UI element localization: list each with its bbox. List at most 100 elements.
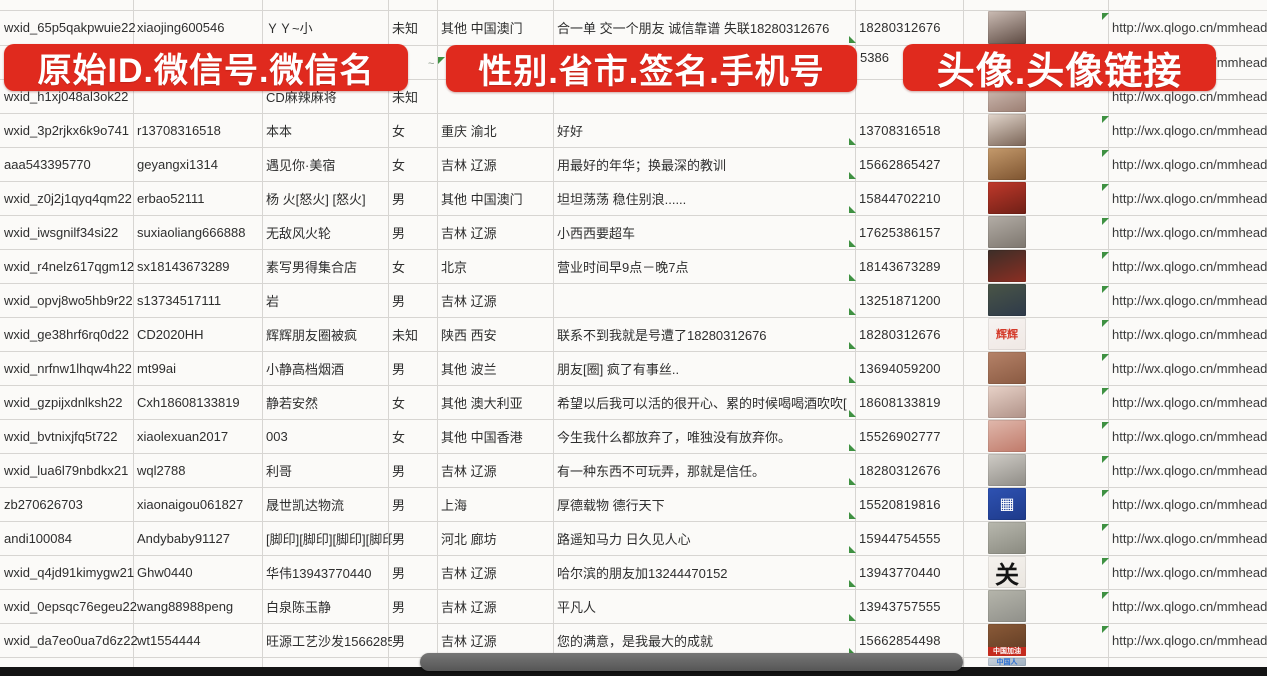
cell-avatar-link[interactable]: http://wx.qlogo.cn/mmhead (1112, 88, 1267, 104)
cell-avatar-link[interactable]: http://wx.qlogo.cn/mmhead (1112, 20, 1267, 35)
cell-region[interactable]: 吉林 辽源 (441, 633, 497, 649)
cell-signature[interactable]: 今生我什么都放弃了，唯独没有放弃你。 (557, 429, 792, 445)
horizontal-scrollbar-thumb[interactable] (420, 653, 963, 671)
cell-region[interactable]: 北京 (441, 259, 468, 275)
cell-nickname[interactable]: CD麻辣麻将 (266, 89, 337, 105)
cell-phone[interactable]: 13943770440 (859, 564, 941, 580)
avatar[interactable] (988, 352, 1026, 384)
avatar[interactable]: 关 (988, 556, 1026, 588)
cell-account[interactable]: Andybaby91127 (137, 530, 231, 546)
cell-account[interactable]: xiaojing600546 (137, 20, 225, 35)
cell-wxid[interactable]: andi100084 (4, 530, 72, 546)
cell-nickname[interactable]: 遇见你·美宿 (266, 157, 336, 173)
avatar[interactable] (988, 114, 1026, 146)
avatar[interactable] (988, 420, 1026, 452)
cell-signature[interactable]: 合一单 交一个朋友 诚信靠谱 失联18280312676 (557, 21, 830, 36)
cell-account[interactable]: s13734517111 (137, 292, 222, 308)
cell-signature[interactable]: 联系不到我就是号遭了18280312676 (557, 327, 767, 343)
cell-phone[interactable]: 15526902777 (859, 428, 941, 444)
cell-nickname[interactable]: 杨 火[怒火] [怒火] (266, 191, 366, 207)
avatar[interactable] (988, 284, 1026, 316)
cell-wxid[interactable]: wxid_q4jd91kimygw21 (4, 564, 135, 580)
avatar[interactable] (988, 590, 1026, 622)
cell-account[interactable]: mt99ai (137, 360, 177, 376)
cell-avatar-link[interactable]: http://wx.qlogo.cn/mmhead (1112, 156, 1267, 172)
avatar[interactable] (988, 250, 1026, 282)
cell-phone[interactable]: 15662865427 (859, 156, 941, 172)
cell-phone[interactable]: 15520819816 (859, 496, 941, 512)
cell-signature[interactable]: 您的满意，是我最大的成就 (557, 633, 714, 649)
cell-region[interactable]: 吉林 辽源 (441, 565, 497, 581)
cell-avatar-link[interactable]: http://wx.qlogo.cn/mmhead (1112, 122, 1267, 138)
cell-wxid[interactable]: wxid_3p2rjkx6k9o741 (4, 122, 130, 138)
cell-avatar-link[interactable]: http://wx.qlogo.cn/mmhead (1112, 394, 1267, 410)
cell-gender[interactable]: 未知 (392, 89, 419, 105)
cell-signature[interactable]: 营业时间早9点－晚7点 (557, 259, 689, 275)
cell-phone[interactable]: 18608133819 (859, 394, 941, 410)
cell-avatar-link[interactable]: http://wx.qlogo.cn/mmhead (1112, 598, 1267, 614)
avatar[interactable] (988, 216, 1026, 248)
cell-gender[interactable]: 男 (392, 225, 406, 241)
cell-nickname[interactable]: 晟世凯达物流 (266, 497, 345, 513)
cell-nickname[interactable]: 无敌风火轮 (266, 225, 332, 241)
cell-wxid[interactable]: aaa543395770 (4, 156, 91, 172)
cell-gender[interactable]: 男 (392, 531, 406, 547)
cell-account[interactable]: Ghw0440 (137, 564, 193, 580)
cell-gender[interactable]: 未知 (392, 21, 419, 36)
cell-gender[interactable]: 女 (392, 259, 406, 275)
cell-gender[interactable]: 男 (392, 633, 406, 649)
cell-gender[interactable]: 男 (392, 565, 406, 581)
cell-gender[interactable]: 女 (392, 395, 406, 411)
cell-nickname[interactable]: 辉辉朋友圈被疯 (266, 327, 358, 343)
cell-signature[interactable]: 希望以后我可以活的很开心、累的时候喝喝酒吹吹[ (557, 395, 847, 411)
cell-signature[interactable]: 小西西要超车 (557, 225, 636, 241)
cell-region[interactable]: 河北 廊坊 (441, 531, 497, 547)
cell-signature[interactable]: 哈尔滨的朋友加13244470152 (557, 565, 728, 581)
cell-nickname[interactable]: 岩 (266, 293, 280, 309)
cell-account[interactable]: suxiaoliang666888 (137, 224, 246, 240)
cell-wxid[interactable]: wxid_0epsqc76egeu22 (4, 598, 137, 614)
cell-wxid[interactable]: wxid_r4nelz617qgm12 (4, 258, 135, 274)
cell-gender[interactable]: 未知 (392, 327, 419, 343)
cell-account[interactable]: xiaolexuan2017 (137, 428, 229, 444)
cell-phone[interactable]: 18280312676 (859, 462, 941, 478)
cell-account[interactable]: wt1554444 (137, 632, 201, 648)
avatar[interactable] (988, 11, 1026, 44)
cell-signature[interactable]: 有一种东西不可玩弄，那就是信任。 (557, 463, 766, 479)
cell-account[interactable]: xiaonaigou061827 (137, 496, 244, 512)
cell-phone[interactable]: 17625386157 (859, 224, 941, 240)
cell-signature[interactable]: 平凡人 (557, 599, 597, 615)
avatar[interactable]: 辉辉 (988, 318, 1026, 350)
cell-region[interactable]: 陕西 西安 (441, 327, 497, 343)
cell-avatar-link[interactable]: http://wx.qlogo.cn/mmhead (1112, 530, 1267, 546)
cell-wxid[interactable]: wxid_opvj8wo5hb9r22 (4, 292, 133, 308)
cell-gender[interactable]: 男 (392, 293, 406, 309)
cell-wxid[interactable]: wxid_65p5qakpwuie22 (4, 20, 136, 35)
cell-nickname[interactable]: 华伟13943770440 (266, 565, 372, 581)
cell-avatar-link[interactable]: http://wx.qlogo.cn/mmhead (1112, 564, 1267, 580)
cell-region[interactable]: 上海 (441, 497, 468, 513)
cell-nickname[interactable]: 白泉陈玉静 (266, 599, 332, 615)
cell-gender[interactable]: 女 (392, 123, 406, 139)
cell-account[interactable]: erbao52111 (137, 190, 205, 206)
avatar[interactable] (988, 182, 1026, 214)
cell-nickname[interactable]: 素写男得集合店 (266, 259, 358, 275)
cell-region[interactable]: 重庆 渝北 (441, 123, 497, 139)
avatar[interactable] (988, 454, 1026, 486)
cell-nickname[interactable]: 小静高档烟酒 (266, 361, 345, 377)
avatar[interactable]: 中国人 (988, 658, 1026, 666)
cell-wxid[interactable]: wxid_h1xj048al3ok22 (4, 88, 129, 104)
cell-region[interactable]: 吉林 辽源 (441, 463, 497, 479)
cell-region[interactable]: 其他 澳大利亚 (441, 395, 523, 411)
cell-wxid[interactable]: wxid_iwsgnilf34si22 (4, 224, 119, 240)
cell-nickname[interactable]: 利哥 (266, 463, 293, 479)
cell-avatar-link[interactable]: http://wx.qlogo.cn/mmhead (1112, 190, 1267, 206)
cell-wxid[interactable]: wxid_da7eo0ua7d6z22 (4, 632, 137, 648)
cell-account[interactable]: wql2788 (137, 462, 186, 478)
cell-wxid[interactable]: wxid_bvtnixjfq5t722 (4, 428, 118, 444)
cell-wxid[interactable]: wxid_gzpijxdnlksh22 (4, 394, 123, 410)
cell-avatar-link[interactable]: http://wx.qlogo.cn/mmhead (1112, 224, 1267, 240)
cell-avatar-link[interactable]: http://wx.qlogo.cn/mmhead (1112, 326, 1267, 342)
cell-region[interactable]: 其他 波兰 (441, 361, 497, 377)
cell-avatar-link[interactable]: http://wx.qlogo.cn/mmhead (1112, 292, 1267, 308)
